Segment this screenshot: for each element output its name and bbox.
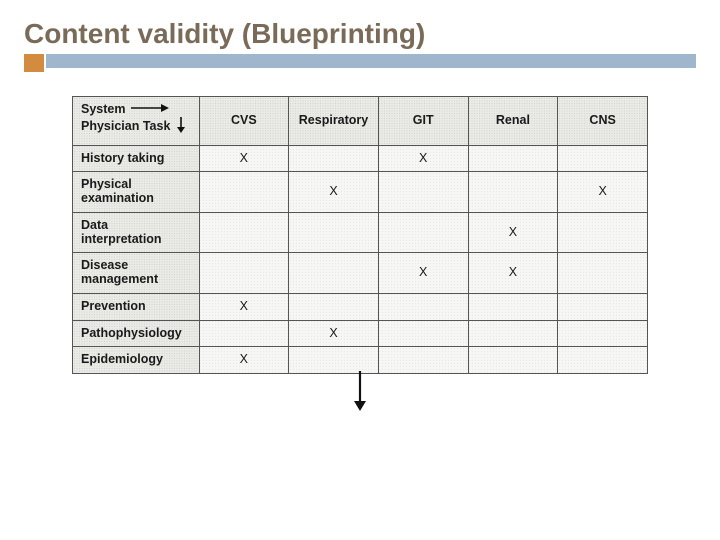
cell (468, 347, 558, 374)
accent-block (24, 54, 44, 72)
cell (378, 172, 468, 213)
blueprint-table: System Physician Task (72, 96, 648, 374)
cell: X (558, 172, 648, 213)
row-label: Physical examination (73, 172, 200, 213)
cell (289, 145, 379, 172)
arrow-right-icon (131, 103, 169, 117)
table-row: Disease management X X (73, 253, 648, 294)
table-row: Prevention X (73, 293, 648, 320)
cell (199, 172, 289, 213)
cell (468, 320, 558, 347)
cell (468, 172, 558, 213)
arrow-down-large-icon (352, 371, 368, 416)
col-header-renal: Renal (468, 97, 558, 146)
cell: X (289, 172, 379, 213)
corner-text-task: Physician Task (81, 119, 170, 133)
table-row: Pathophysiology X (73, 320, 648, 347)
row-label: Data interpretation (73, 212, 200, 253)
cell (289, 253, 379, 294)
cell (558, 320, 648, 347)
cell: X (199, 145, 289, 172)
table-row: Epidemiology X (73, 347, 648, 374)
corner-label-task: Physician Task (81, 117, 191, 137)
cell: X (378, 145, 468, 172)
slide-container: Content validity (Blueprinting) System (0, 0, 720, 540)
col-header-respiratory: Respiratory (289, 97, 379, 146)
cell: X (468, 253, 558, 294)
title-accent-row (24, 54, 696, 68)
table-body: History taking X X Physical examination … (73, 145, 648, 374)
cell (378, 320, 468, 347)
cell (199, 212, 289, 253)
arrow-down-small-icon (176, 117, 186, 137)
cell (558, 293, 648, 320)
corner-cell: System Physician Task (73, 97, 200, 146)
cell: X (199, 347, 289, 374)
col-header-git: GIT (378, 97, 468, 146)
cell (289, 293, 379, 320)
cell: X (468, 212, 558, 253)
table-header-row: System Physician Task (73, 97, 648, 146)
accent-line (46, 54, 696, 68)
row-label: Prevention (73, 293, 200, 320)
cell (378, 293, 468, 320)
cell (558, 145, 648, 172)
cell (289, 212, 379, 253)
corner-text-system: System (81, 102, 125, 116)
cell: X (378, 253, 468, 294)
col-header-cns: CNS (558, 97, 648, 146)
cell (468, 293, 558, 320)
blueprint-table-wrap: System Physician Task (72, 96, 648, 374)
cell: X (199, 293, 289, 320)
cell (558, 212, 648, 253)
cell (378, 347, 468, 374)
col-header-cvs: CVS (199, 97, 289, 146)
corner-label-system: System (81, 103, 191, 117)
cell (199, 320, 289, 347)
cell: X (289, 320, 379, 347)
row-label: Pathophysiology (73, 320, 200, 347)
row-label: History taking (73, 145, 200, 172)
row-label: Disease management (73, 253, 200, 294)
cell (199, 253, 289, 294)
row-label: Epidemiology (73, 347, 200, 374)
table-row: Physical examination X X (73, 172, 648, 213)
table-row: Data interpretation X (73, 212, 648, 253)
cell (289, 347, 379, 374)
table-row: History taking X X (73, 145, 648, 172)
cell (558, 253, 648, 294)
cell (468, 145, 558, 172)
cell (378, 212, 468, 253)
page-title: Content validity (Blueprinting) (24, 18, 696, 50)
cell (558, 347, 648, 374)
